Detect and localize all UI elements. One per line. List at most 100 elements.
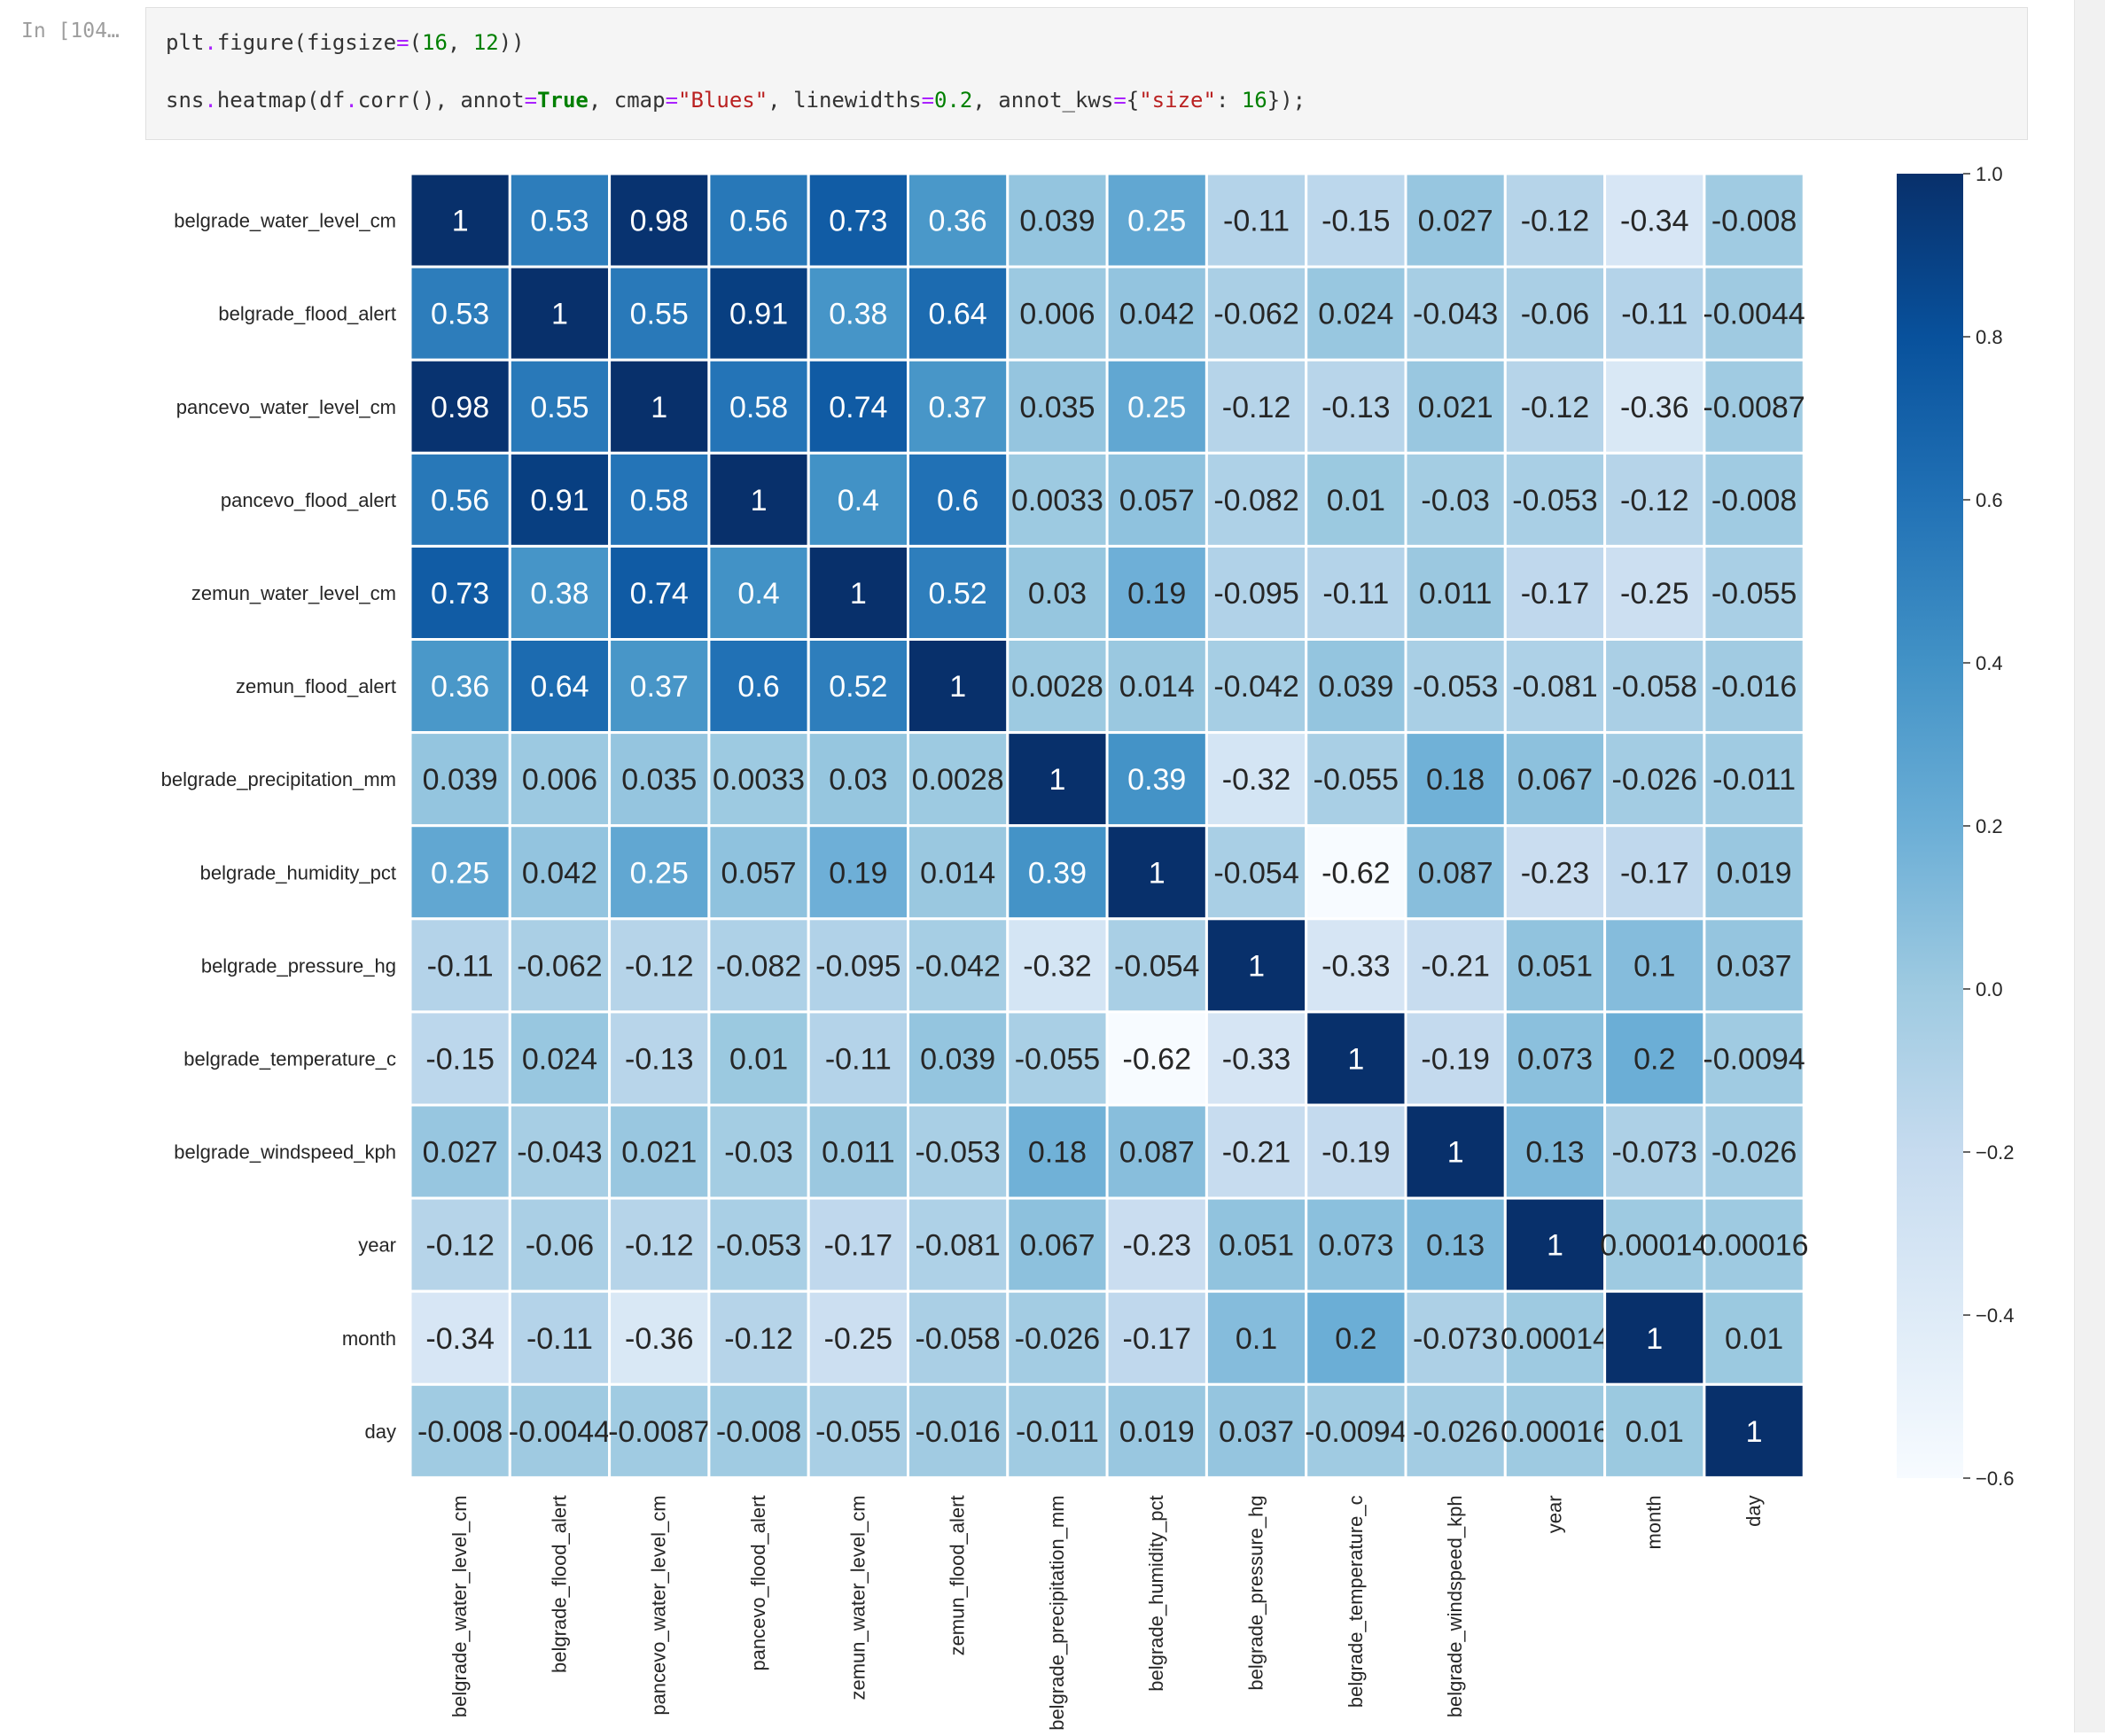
heatmap-cell [707,451,810,548]
heatmap-cell [807,1010,910,1107]
heatmap-annotation: -0.0087 [608,1415,710,1449]
heatmap-cell [1503,824,1607,921]
heatmap-annotation: 1 [949,670,966,704]
heatmap-annotation: -0.053 [716,1229,801,1263]
heatmap-cell [1006,265,1109,362]
heatmap-annotation: 0.1 [1236,1322,1277,1356]
code-token: 16 [422,30,448,55]
y-tick-label: belgrade_windspeed_kph [174,1141,396,1164]
heatmap-annotation: 0.039 [1318,670,1393,704]
heatmap-annotation: 0.18 [1028,1136,1087,1170]
heatmap-cell [707,265,810,362]
heatmap-annotation: 0.64 [530,670,589,704]
code-token: : [1215,88,1242,113]
heatmap-chart: 1 0.53 0.98 0.56 0.73 0.36 0.039 0.25 -0.11 -0.15… [161,163,2015,1731]
code-token: heatmap(df [216,88,346,113]
heatmap-cell [907,638,1010,735]
code-token: plt [166,30,205,55]
heatmap-annotation: -0.011 [1016,1415,1099,1449]
code-token: sns [166,88,205,113]
code-token: { [1126,88,1140,113]
heatmap-annotation: 0.03 [829,763,887,797]
y-tick-label: year [358,1234,396,1257]
heatmap-cell [1105,917,1208,1014]
heatmap-cell [1105,1196,1208,1293]
heatmap-cell [1603,1289,1706,1386]
heatmap-annotation: -0.32 [1222,763,1291,797]
heatmap-cell [807,1382,910,1479]
heatmap-annotation: 0.19 [1127,577,1186,611]
heatmap-cell [409,358,511,455]
heatmap-annotation: -0.11 [1322,577,1389,611]
x-tick-label: pancevo_flood_alert [747,1495,769,1670]
heatmap-annotation: -0.03 [1421,484,1490,518]
heatmap-cell [707,638,810,735]
heatmap-cell [1105,1010,1208,1107]
heatmap-annotation: 0.014 [1119,670,1195,704]
heatmap-cell [907,265,1010,362]
heatmap-cell [1703,731,1805,828]
heatmap-cell [807,638,910,735]
heatmap-annotation: -0.082 [716,949,801,983]
heatmap-cell [1205,1382,1308,1479]
heatmap-annotation: 0.25 [630,856,689,890]
heatmap-annotation: 0.035 [621,763,697,797]
heatmap-annotation: -0.06 [526,1229,595,1263]
heatmap-annotation: -0.12 [625,949,694,983]
heatmap-annotation: -0.12 [1222,391,1291,424]
heatmap-cell [1603,731,1706,828]
page-scrollbar[interactable] [2074,0,2105,1732]
code-token: 16 [1241,88,1267,113]
heatmap-cell [1703,1103,1805,1200]
heatmap-annotation: -0.008 [716,1415,801,1449]
heatmap-annotation: 0.037 [1219,1415,1294,1449]
code-token: = [665,88,679,113]
heatmap-annotation: 0.53 [530,205,589,238]
heatmap-cell [807,451,910,548]
heatmap-annotation: 0.55 [530,391,589,424]
heatmap-annotation: -0.11 [427,949,494,983]
heatmap-annotation: -0.0094 [1703,1042,1805,1076]
heatmap-annotation: -0.15 [1321,205,1391,238]
x-tick-label: belgrade_windspeed_kph [1444,1495,1466,1717]
heatmap-annotation: 0.019 [1717,856,1792,890]
heatmap-cell [1006,917,1109,1014]
heatmap-annotation: -0.11 [1223,205,1290,238]
heatmap-cell [707,917,810,1014]
code-cell[interactable]: plt.figure(figsize=(16, 12)) sns.heatmap… [145,7,2028,140]
heatmap-annotation: 0.027 [423,1136,498,1170]
heatmap-annotation: 1 [1547,1229,1563,1263]
heatmap-annotation: -0.0087 [1703,391,1805,424]
heatmap-annotation: 0.014 [920,856,995,890]
heatmap-annotation: -0.095 [1213,577,1298,611]
heatmap-cell [1503,1382,1607,1479]
heatmap-cell [1703,638,1805,735]
heatmap-annotation: 0.38 [829,298,887,331]
heatmap-annotation: 0.2 [1633,1042,1675,1076]
colorbar-tick-label: −0.6 [1976,1467,2014,1490]
heatmap-annotation: -0.33 [1222,1042,1291,1076]
heatmap-annotation: -0.17 [824,1229,893,1263]
heatmap-annotation: 1 [1646,1322,1663,1356]
heatmap-annotation: 0.25 [431,856,489,890]
heatmap-annotation: 0.56 [729,205,788,238]
heatmap-annotation: -0.17 [1521,577,1590,611]
heatmap-cell [1006,1103,1109,1200]
heatmap-annotation: -0.23 [1123,1229,1192,1263]
heatmap-annotation: 0.19 [829,856,887,890]
y-tick-label: belgrade_pressure_hg [201,954,396,977]
code-token: , cmap [588,88,666,113]
x-tick-label: belgrade_pressure_hg [1245,1495,1267,1690]
heatmap-cell [608,265,711,362]
heatmap-cell [907,1382,1010,1479]
heatmap-cell [608,358,711,455]
heatmap-cell [1006,1382,1109,1479]
heatmap-cell [707,824,810,921]
heatmap-cell [707,731,810,828]
heatmap-annotation: 1 [1447,1136,1464,1170]
x-tick-label: belgrade_flood_alert [548,1495,570,1673]
heatmap-annotation: -0.13 [1321,391,1391,424]
heatmap-annotation: 0.58 [630,484,689,518]
heatmap-annotation: 0.039 [1019,205,1095,238]
heatmap-cell [1305,172,1407,269]
